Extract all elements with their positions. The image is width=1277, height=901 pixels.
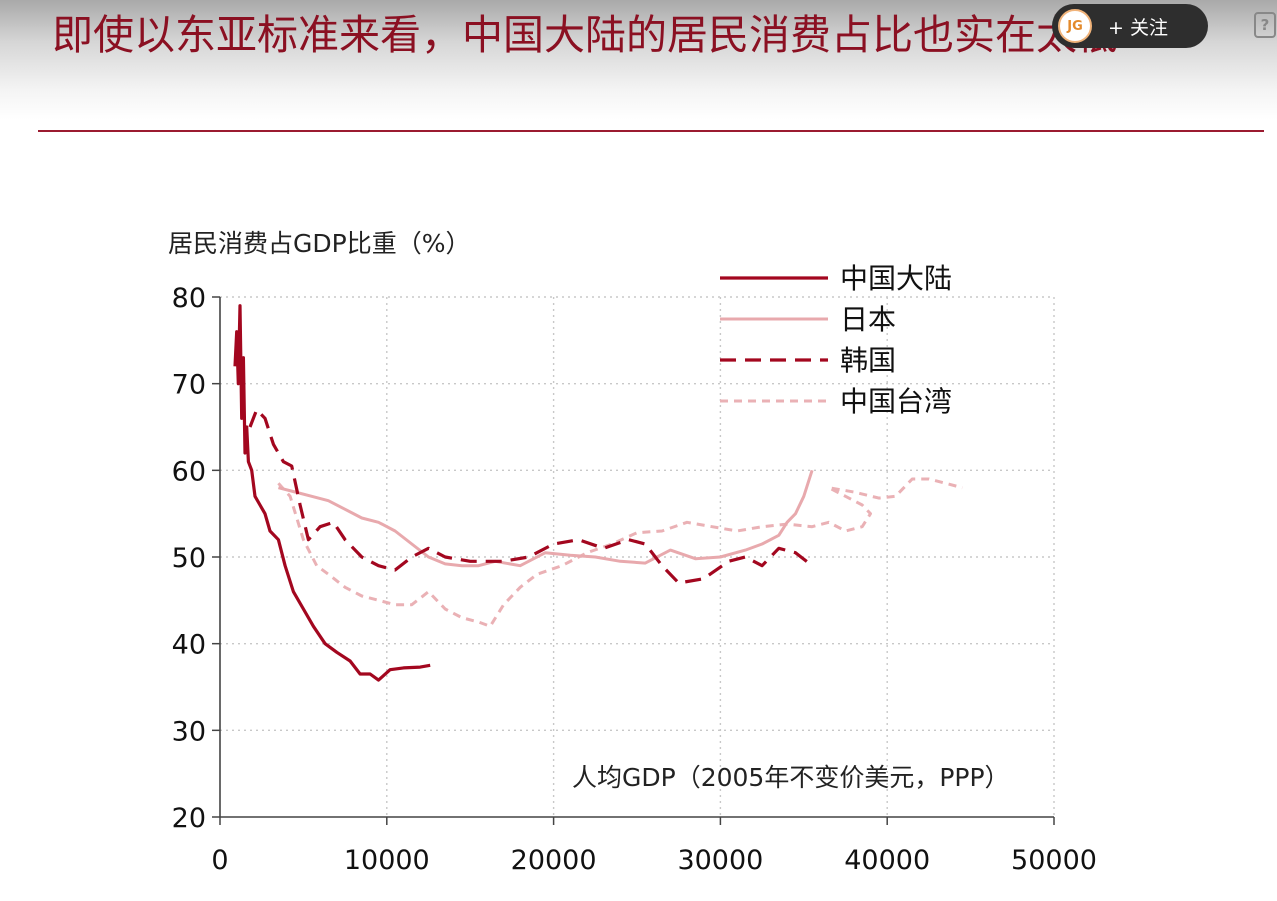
title-divider bbox=[38, 130, 1264, 132]
y-axis-label: 居民消费占GDP比重（%） bbox=[168, 229, 470, 258]
x-axis-label: 人均GDP（2005年不变价美元，PPP） bbox=[572, 763, 1010, 792]
x-tick-label: 10000 bbox=[344, 845, 430, 876]
x-tick-label: 50000 bbox=[1011, 845, 1097, 876]
chart-axes bbox=[212, 296, 1055, 825]
series-line-0 bbox=[233, 304, 431, 682]
legend-label: 日本 bbox=[840, 303, 896, 336]
y-tick-label: 70 bbox=[172, 370, 206, 401]
legend-label: 韩国 bbox=[840, 344, 896, 377]
follow-label: + 关注 bbox=[1108, 16, 1168, 39]
x-tick-label: 30000 bbox=[677, 845, 763, 876]
x-tick-labels: 0 10000 20000 30000 40000 50000 bbox=[211, 845, 1097, 876]
series-line-3 bbox=[277, 477, 963, 628]
follow-button[interactable]: JG + 关注 bbox=[1052, 4, 1208, 48]
author-avatar[interactable]: JG bbox=[1058, 9, 1092, 43]
slide-title: 即使以东亚标准来看，中国大陆的居民消费占比也实在太低 bbox=[52, 11, 1118, 59]
y-tick-labels: 20 30 40 50 60 70 80 bbox=[172, 283, 206, 834]
chart-grid bbox=[220, 296, 1055, 817]
series-line-1 bbox=[278, 469, 814, 568]
y-tick-label: 40 bbox=[172, 630, 206, 661]
series-line-2 bbox=[248, 408, 814, 585]
y-tick-label: 60 bbox=[172, 456, 206, 487]
x-tick-label: 0 bbox=[211, 845, 228, 876]
y-tick-label: 80 bbox=[172, 283, 206, 314]
chart-series bbox=[233, 304, 963, 682]
y-tick-label: 20 bbox=[172, 803, 206, 834]
x-tick-label: 40000 bbox=[844, 845, 930, 876]
y-tick-label: 50 bbox=[172, 543, 206, 574]
x-tick-label: 20000 bbox=[511, 845, 597, 876]
help-icon[interactable]: ? bbox=[1254, 12, 1276, 38]
legend-label: 中国大陆 bbox=[840, 262, 952, 295]
y-tick-label: 30 bbox=[172, 716, 206, 747]
legend-label: 中国台湾 bbox=[840, 385, 952, 418]
